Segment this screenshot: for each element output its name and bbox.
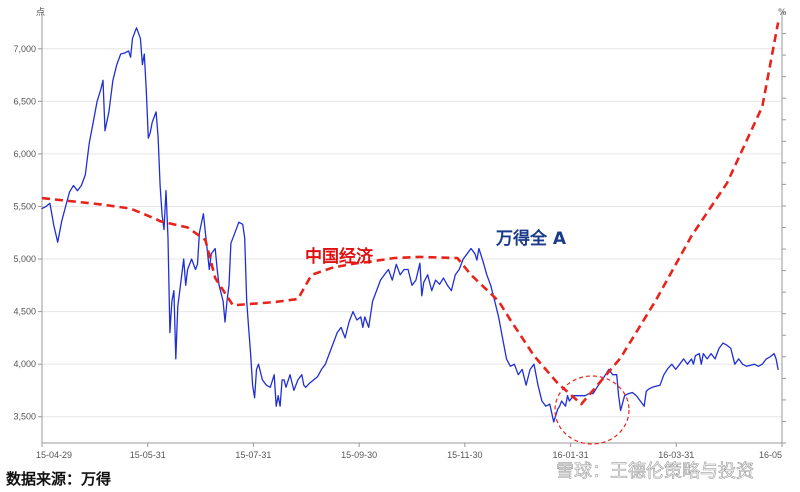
highlight-circle — [554, 375, 630, 445]
y-tick-label-6: 6,500 — [13, 96, 36, 106]
series-layer — [41, 22, 780, 423]
x-tick-label-6: 16-03-31 — [658, 450, 694, 460]
watermark: 雪球：王德伦策略与投资 — [556, 461, 754, 482]
series-line-0 — [41, 27, 779, 423]
y-tick-label-3: 5,000 — [13, 254, 36, 264]
y-tick-label-5: 6,000 — [13, 149, 36, 159]
source-note: 数据来源：万得 — [6, 470, 111, 488]
x-tick-label-5: 16-01-31 — [553, 450, 589, 460]
x-tick-label-4: 15-11-30 — [447, 450, 482, 460]
x-tick-label-2: 15-07-31 — [235, 450, 271, 460]
y-tick-label-2: 4,500 — [13, 307, 36, 317]
x-tick-label-0: 15-04-29 — [36, 450, 72, 460]
x-axis-ticks: 15-04-29 15-05-31 15-07-31 15-09-30 15-11-30… — [36, 443, 783, 460]
axes — [41, 11, 786, 444]
y-tick-label-0: 3,500 — [13, 412, 36, 422]
series-line-1 — [41, 22, 780, 406]
y-axis-ticks: 3,500 4,000 4,500 5,000 5,500 6,000 6,500 7,000 — [13, 44, 42, 422]
y-tick-label-4: 5,500 — [13, 201, 36, 211]
annotation-china-economy: 中国经济 — [305, 246, 374, 267]
y-tick-label-7: 7,000 — [13, 44, 36, 54]
gridlines — [42, 48, 782, 418]
left-unit-label: 点 — [36, 7, 45, 18]
x-tick-label-1: 15-05-31 — [130, 450, 166, 460]
y-tick-label-1: 4,000 — [13, 359, 36, 369]
right-unit-label: % — [778, 8, 787, 18]
x-tick-label-3: 15-09-30 — [341, 450, 377, 460]
annotation-wind-all-a: 万得全 A — [495, 228, 567, 249]
x-tick-label-7: 16-05 — [759, 450, 782, 460]
